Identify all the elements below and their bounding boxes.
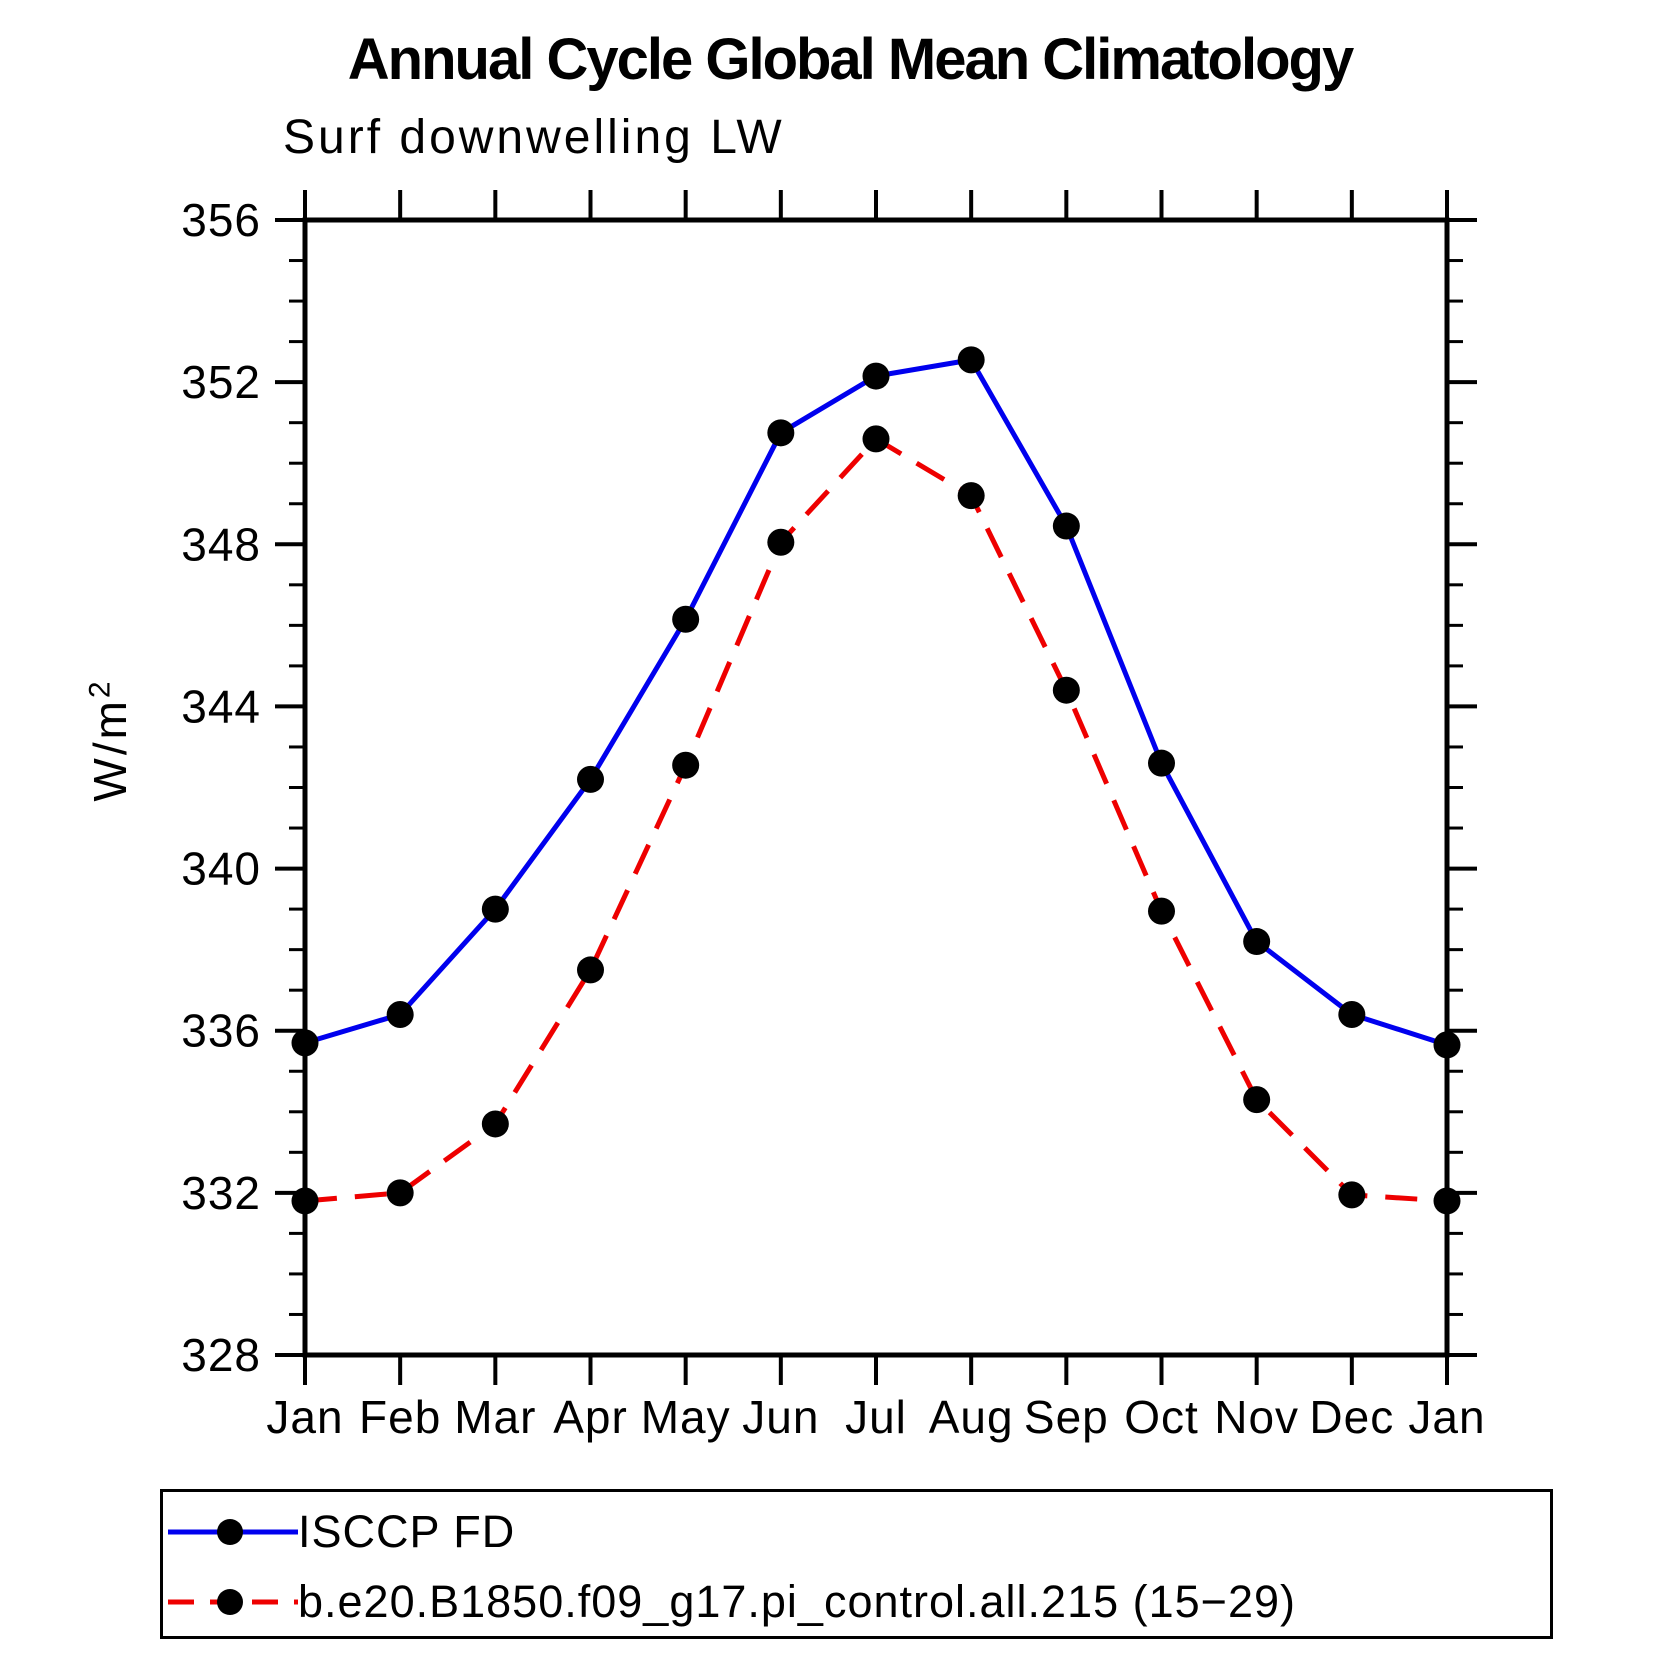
legend-item-observations: ISCCP FD — [168, 1509, 515, 1555]
x-tick-label: May — [641, 1391, 731, 1443]
x-tick-label: Feb — [359, 1391, 441, 1443]
y-tick-label: 344 — [181, 680, 261, 732]
series-line-0 — [304, 357, 1448, 1048]
x-tick-label: Sep — [1024, 1391, 1109, 1443]
x-tick-label: Oct — [1124, 1391, 1199, 1443]
data-point — [386, 1001, 414, 1028]
legend-item-model: b.e20.B1850.f09_g17.pi_control.all.215 (… — [168, 1579, 1296, 1625]
x-tick-label: Mar — [454, 1391, 536, 1443]
data-point — [672, 605, 700, 633]
x-tick-label: Aug — [929, 1391, 1014, 1443]
legend-swatch-solid — [168, 1519, 298, 1545]
data-point — [481, 895, 509, 923]
data-point — [1243, 1086, 1271, 1114]
data-point — [957, 482, 985, 510]
legend-marker-dot-icon — [217, 1589, 243, 1615]
data-point — [1052, 512, 1080, 540]
legend: ISCCP FD b.e20.B1850.f09_g17.pi_control.… — [160, 1489, 1553, 1639]
legend-swatch-dashed — [168, 1589, 298, 1615]
data-point — [577, 956, 604, 984]
legend-label-model: b.e20.B1850.f09_g17.pi_control.all.215 (… — [298, 1576, 1296, 1627]
x-tick-label: Jul — [845, 1391, 907, 1443]
x-tick-label: Apr — [553, 1391, 628, 1443]
y-tick-label: 328 — [181, 1329, 261, 1381]
legend-label-observations: ISCCP FD — [298, 1506, 516, 1557]
y-tick-label: 336 — [181, 1005, 261, 1057]
y-tick-label: 340 — [181, 843, 261, 895]
data-point — [672, 751, 700, 779]
data-point — [767, 419, 795, 447]
data-point — [481, 1110, 509, 1138]
x-tick-label: Jan — [1408, 1391, 1485, 1443]
data-point — [957, 346, 985, 374]
data-point — [1243, 928, 1271, 956]
data-point — [862, 362, 890, 390]
data-point — [1052, 676, 1080, 704]
data-point — [1338, 1001, 1366, 1028]
y-tick-label: 352 — [181, 356, 261, 408]
x-tick-label: Jun — [742, 1391, 819, 1443]
data-point — [386, 1179, 414, 1207]
data-point — [577, 765, 604, 793]
chart-subtitle: Surf downwelling LW — [283, 111, 785, 164]
x-tick-label: Nov — [1214, 1391, 1299, 1443]
x-tick-label: Dec — [1309, 1391, 1394, 1443]
plot-frame — [302, 217, 1450, 1358]
chart-title: Annual Cycle Global Mean Climatology — [347, 27, 1354, 92]
series-line-1 — [304, 436, 1448, 1204]
data-point — [1148, 749, 1175, 777]
data-point — [767, 528, 795, 556]
x-tick-label: Jan — [266, 1391, 343, 1443]
data-series-lines — [304, 357, 1448, 1204]
y-tick-label: 356 — [181, 194, 261, 246]
data-point — [862, 425, 890, 453]
y-tick-label: 348 — [181, 518, 261, 570]
data-point-markers — [291, 346, 1461, 1215]
legend-marker-dot-icon — [217, 1519, 243, 1545]
data-point — [1338, 1181, 1366, 1209]
data-point — [1148, 897, 1175, 925]
y-tick-label: 332 — [181, 1167, 261, 1219]
